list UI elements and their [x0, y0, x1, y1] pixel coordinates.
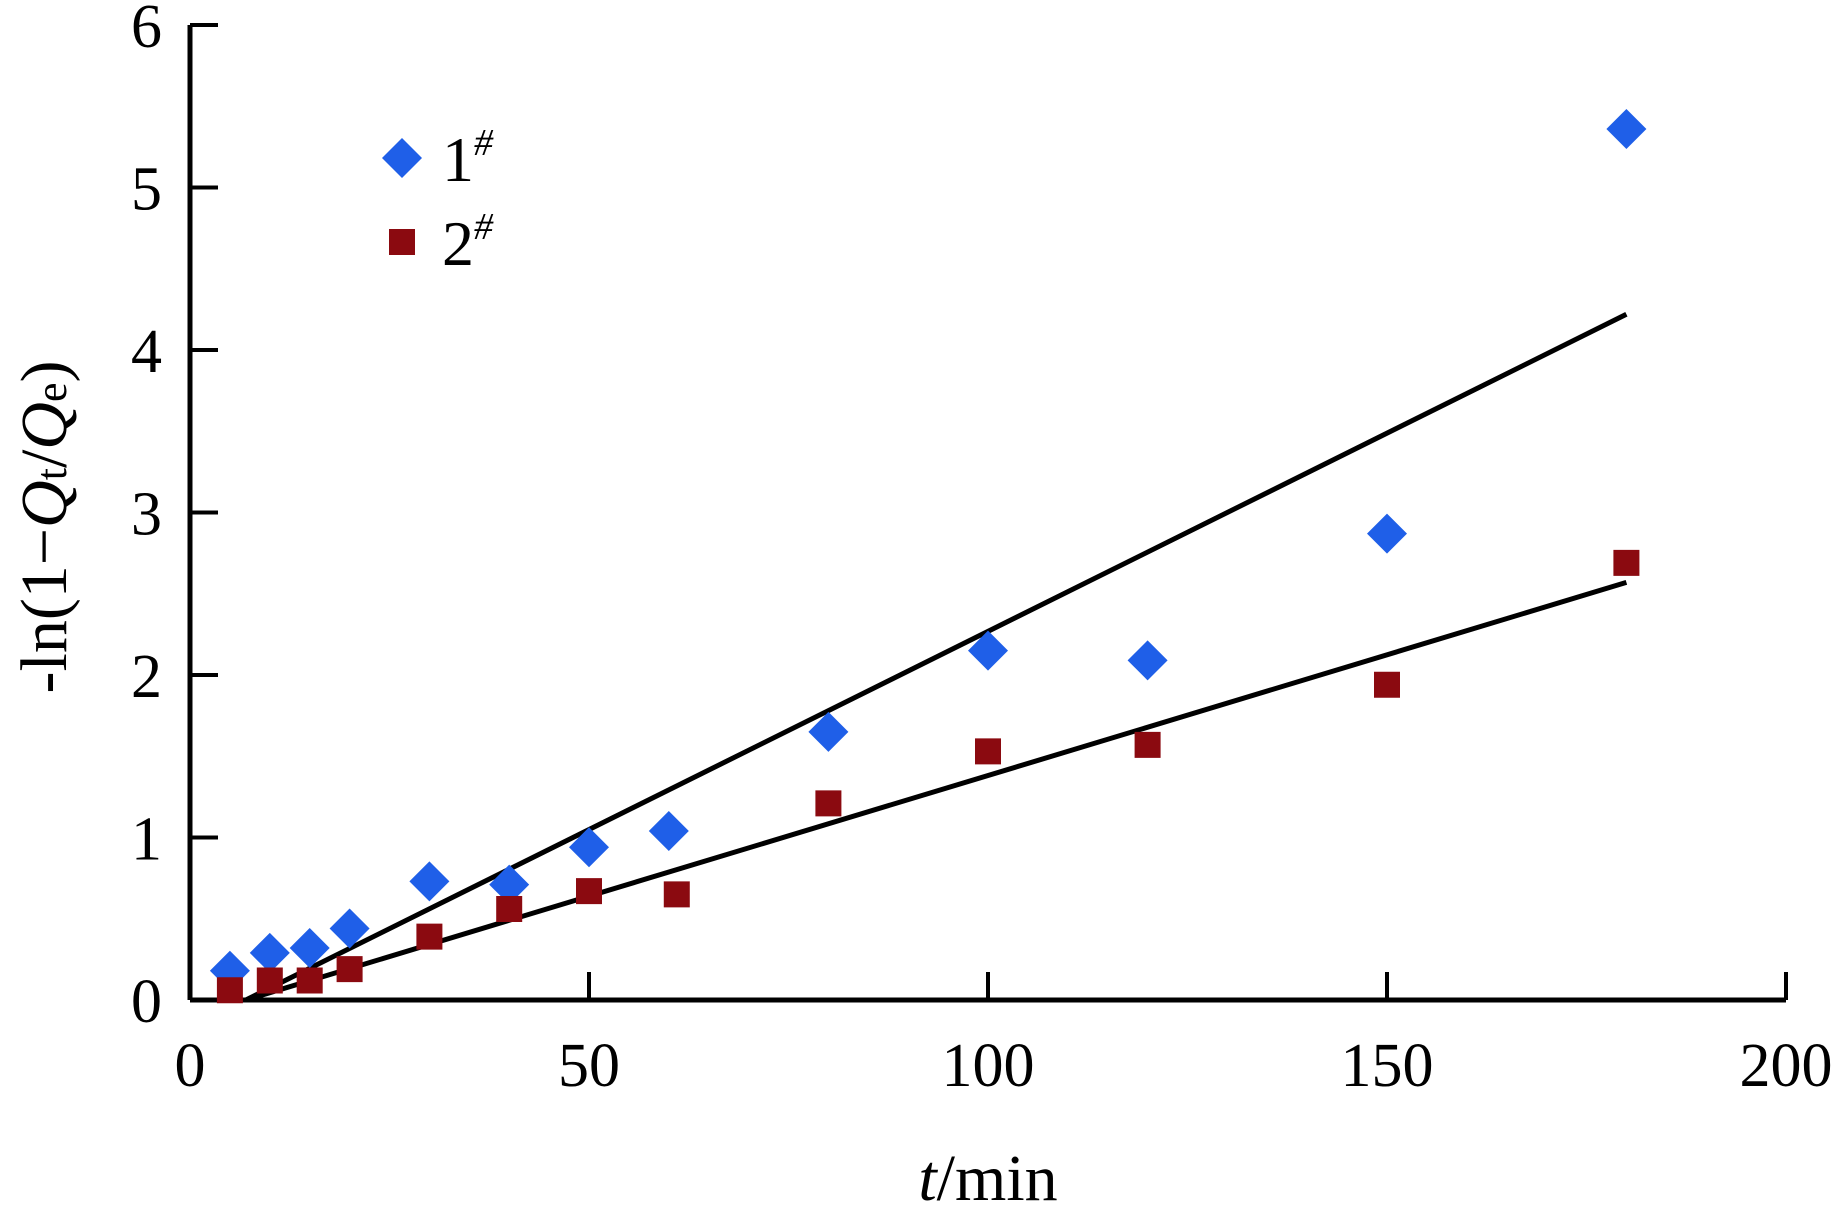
- y-tick-label: 6: [131, 0, 162, 61]
- y-tick-label: 3: [131, 481, 162, 549]
- data-point: [329, 908, 370, 949]
- data-point: [576, 878, 602, 905]
- data-point: [975, 738, 1001, 765]
- fit-line: [245, 579, 1628, 1003]
- data-point: [496, 896, 523, 922]
- data-point: [289, 928, 330, 968]
- y-axis-suffix: ): [8, 361, 81, 383]
- x-tick-label: 200: [1740, 1032, 1833, 1100]
- x-tick-label: 50: [558, 1032, 620, 1100]
- x-tick-label: 150: [1341, 1032, 1434, 1100]
- data-point: [569, 827, 609, 868]
- fit-line: [244, 312, 1628, 1003]
- data-point: [296, 967, 323, 994]
- legend: 1#2#: [382, 122, 494, 279]
- y-axis-q2: Q: [8, 402, 81, 450]
- data-points: [209, 109, 1647, 1004]
- data-point: [1606, 109, 1647, 149]
- y-axis-title: -ln(1−Qt/Qe): [8, 361, 81, 694]
- data-point: [249, 932, 290, 973]
- y-axis-q1: Q: [8, 480, 81, 528]
- data-point: [1367, 513, 1407, 554]
- data-point: [663, 881, 690, 908]
- fit-lines: [244, 312, 1628, 1003]
- data-point: [808, 711, 849, 752]
- data-point: [1127, 640, 1168, 681]
- legend-label-name: 2: [442, 208, 474, 279]
- data-point: [409, 861, 450, 902]
- x-axis-title: t/min: [918, 1142, 1057, 1205]
- legend-label-sup: #: [474, 206, 494, 248]
- y-axis-sub1: t: [27, 468, 76, 480]
- data-point: [815, 790, 842, 817]
- legend-marker: [382, 138, 422, 178]
- data-point: [648, 811, 689, 851]
- y-axis-slash: /: [8, 449, 81, 468]
- y-tick-label: 1: [131, 806, 162, 874]
- legend-label-sup: #: [474, 122, 494, 164]
- data-point: [489, 864, 530, 905]
- data-point: [1613, 549, 1640, 576]
- y-tick-label: 2: [131, 643, 162, 711]
- y-axis-minus: −: [8, 528, 81, 565]
- data-point: [216, 977, 243, 1004]
- axes: 0 1 2 3 4 5 6 0 50 100 150 200: [131, 0, 1833, 1100]
- y-tick-label: 5: [131, 156, 162, 224]
- y-tick-label: 4: [131, 318, 162, 386]
- data-point: [336, 956, 363, 983]
- y-axis-sub2: e: [27, 383, 76, 403]
- data-point: [256, 967, 283, 994]
- data-point: [1374, 671, 1400, 698]
- legend-marker: [389, 229, 415, 255]
- y-axis-prefix: -ln(1: [8, 565, 81, 693]
- data-point: [968, 630, 1008, 671]
- legend-label-name: 1: [442, 124, 474, 195]
- y-tick-label: 0: [131, 968, 162, 1036]
- x-axis-unit: /min: [937, 1142, 1058, 1205]
- data-point: [1134, 731, 1161, 758]
- x-tick-label: 0: [175, 1032, 206, 1100]
- x-axis-var: t: [918, 1142, 938, 1205]
- data-point: [416, 923, 443, 950]
- x-tick-label: 100: [942, 1032, 1035, 1100]
- legend-label: 2#: [442, 206, 494, 279]
- legend-label: 1#: [442, 122, 494, 195]
